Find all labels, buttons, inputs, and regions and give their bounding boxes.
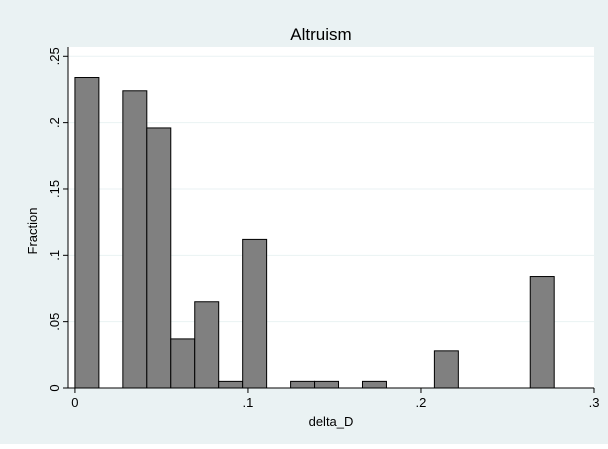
bar-6 bbox=[242, 238, 268, 389]
x-tick-label-2: .2 bbox=[416, 395, 427, 410]
y-tick-label-0: 0 bbox=[47, 384, 62, 391]
y-axis-title: Fraction bbox=[25, 208, 40, 255]
bar-5 bbox=[218, 380, 244, 389]
bar-2 bbox=[146, 127, 172, 389]
chart-title: Altruism bbox=[290, 25, 351, 44]
y-tick-label-1: .05 bbox=[47, 313, 62, 331]
bar-4 bbox=[194, 301, 220, 389]
bar-7 bbox=[290, 380, 316, 389]
y-tick-label-3: .15 bbox=[47, 180, 62, 198]
axes bbox=[67, 47, 594, 389]
y-tick-label-2: .1 bbox=[47, 250, 62, 261]
bar-8 bbox=[314, 380, 340, 389]
bar-10 bbox=[433, 350, 459, 389]
x-tick-label-0: 0 bbox=[71, 395, 78, 410]
x-tick-label-1: .1 bbox=[243, 395, 254, 410]
y-ticks: 0 .05 .1 .15 .2 .25 bbox=[47, 47, 68, 392]
y-tick-label-5: .25 bbox=[47, 47, 62, 65]
bar-3 bbox=[170, 338, 196, 389]
y-tick-label-4: .2 bbox=[47, 117, 62, 128]
bar-9 bbox=[361, 380, 387, 389]
bar-0 bbox=[74, 77, 100, 389]
x-ticks: 0 .1 .2 .3 bbox=[71, 388, 599, 410]
bar-1 bbox=[122, 90, 148, 389]
x-tick-label-3: .3 bbox=[589, 395, 600, 410]
bar-11 bbox=[529, 276, 555, 389]
x-axis-title: delta_D bbox=[309, 414, 354, 429]
